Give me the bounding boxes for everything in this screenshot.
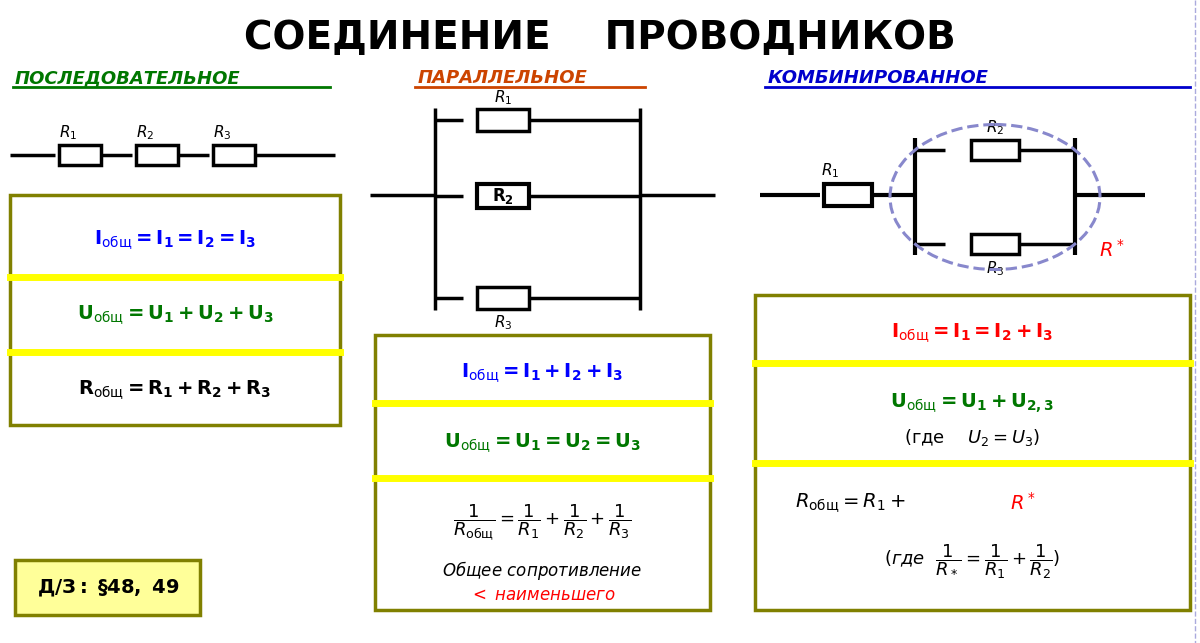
Text: $\mathbf{I_{\text{общ}}= I_1 = I_2 +I_3}$: $\mathbf{I_{\text{общ}}= I_1 = I_2 +I_3}… <box>892 322 1054 345</box>
Bar <box>59 145 101 165</box>
Text: $\dfrac{1}{R_{\text{общ}}} = \dfrac{1}{R_1} + \dfrac{1}{R_2} + \dfrac{1}{R_3}$: $\dfrac{1}{R_{\text{общ}}} = \dfrac{1}{R… <box>454 503 631 543</box>
Text: $R_1$: $R_1$ <box>494 89 512 107</box>
Bar <box>214 145 256 165</box>
Text: $R_2$: $R_2$ <box>136 123 154 142</box>
Text: ПАРАЛЛЕЛЬНОЕ: ПАРАЛЛЕЛЬНОЕ <box>418 69 588 87</box>
Text: $\mathbf{R_{\text{общ}}=R_1+R_2+R_3}$: $\mathbf{R_{\text{общ}}=R_1+R_2+R_3}$ <box>78 379 271 402</box>
Bar <box>136 145 178 165</box>
Text: $R_1$: $R_1$ <box>59 123 77 142</box>
Text: $(\text{где}\quad\ U_2 = U_3)$: $(\text{где}\quad\ U_2 = U_3)$ <box>905 428 1040 449</box>
Text: $R_3$: $R_3$ <box>493 314 512 332</box>
Text: СОЕДИНЕНИЕ    ПРОВОДНИКОВ: СОЕДИНЕНИЕ ПРОВОДНИКОВ <box>244 19 956 57</box>
Text: $R_3$: $R_3$ <box>212 123 232 142</box>
FancyBboxPatch shape <box>10 195 340 425</box>
Text: $R^*$: $R^*$ <box>1099 239 1124 261</box>
Text: $\mathbf{I_{\text{общ}}= I_1 = I_2 = I_3}$: $\mathbf{I_{\text{общ}}= I_1 = I_2 = I_3… <box>94 228 256 251</box>
Text: $(\mathit{где}\ \ \dfrac{1}{R_*} = \dfrac{1}{R_1} + \dfrac{1}{R_2})$: $(\mathit{где}\ \ \dfrac{1}{R_*} = \dfra… <box>884 543 1061 581</box>
Text: $\mathbf{I_{\text{общ}}= I_1 + I_2 + I_3}$: $\mathbf{I_{\text{общ}}= I_1 + I_2 + I_3… <box>461 361 624 385</box>
Text: $R_3$: $R_3$ <box>985 260 1004 278</box>
FancyBboxPatch shape <box>374 335 710 610</box>
Text: $\mathit{Общее\ сопротивление}$: $\mathit{Общее\ сопротивление}$ <box>443 559 642 583</box>
Bar <box>478 184 529 208</box>
Text: $\mathbf{U_{\text{общ}}=U_1+U_2+U_3}$: $\mathbf{U_{\text{общ}}=U_1+U_2+U_3}$ <box>77 303 274 327</box>
Text: $R_1$: $R_1$ <box>821 161 839 180</box>
Bar <box>478 287 529 309</box>
Text: $\mathbf{R_2}$: $\mathbf{R_2}$ <box>492 186 514 206</box>
Bar <box>971 234 1019 254</box>
FancyBboxPatch shape <box>755 295 1190 610</box>
Bar <box>478 109 529 131</box>
Text: $\mathbf{U_{\text{общ}}=U_1+U_{2,3}}$: $\mathbf{U_{\text{общ}}=U_1+U_{2,3}}$ <box>890 392 1055 415</box>
Text: $<\ \mathit{наименьшего}$: $<\ \mathit{наименьшего}$ <box>469 586 616 604</box>
Text: $\mathbf{U_{\text{общ}}= U_1= U_2 = U_3}$: $\mathbf{U_{\text{общ}}= U_1= U_2 = U_3}… <box>444 431 641 455</box>
Text: ПОСЛЕДОВАТЕЛЬНОЕ: ПОСЛЕДОВАТЕЛЬНОЕ <box>14 69 241 87</box>
Bar <box>824 184 872 206</box>
Text: КОМБИНИРОВАННОЕ: КОМБИНИРОВАННОЕ <box>768 69 989 87</box>
FancyBboxPatch shape <box>14 560 200 615</box>
Text: $R_2$: $R_2$ <box>986 119 1004 138</box>
Text: $\mathit{R}_{\text{общ}} = R_1 +$: $\mathit{R}_{\text{общ}} = R_1 +$ <box>796 491 906 514</box>
Text: $\mathbf{Д/З:\ §48,\ 49}$: $\mathbf{Д/З:\ §48,\ 49}$ <box>37 577 179 599</box>
Text: $R^*$: $R^*$ <box>1010 492 1036 514</box>
Bar <box>971 140 1019 160</box>
